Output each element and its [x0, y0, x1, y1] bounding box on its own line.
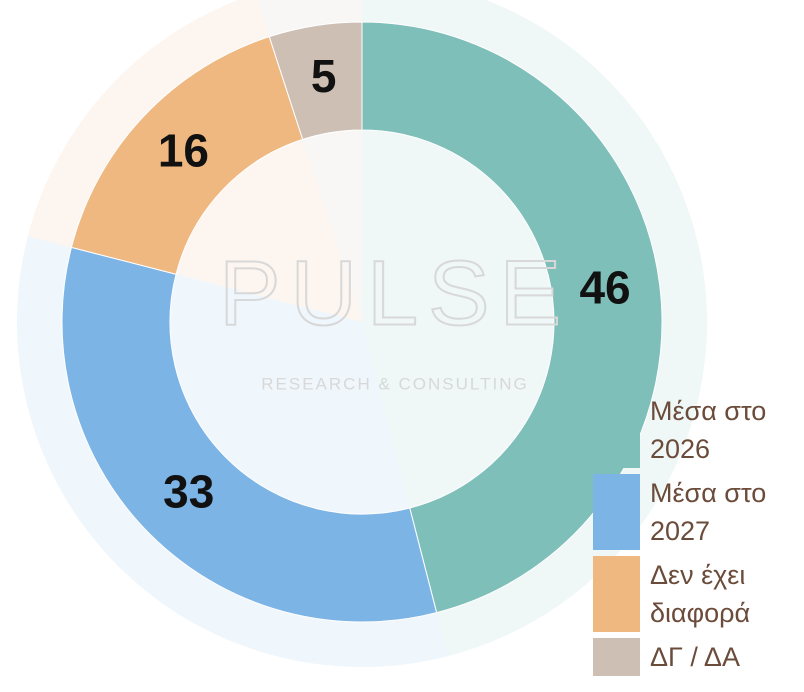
legend-item: Δεν έχει διαφορά: [593, 556, 800, 632]
legend-swatch: [593, 474, 640, 550]
value-label: 33: [163, 465, 214, 517]
legend-label: Μέσα στο 2026: [650, 396, 767, 464]
ring: [61, 21, 663, 623]
legend-label: ΔΓ / ΔΑ: [650, 642, 740, 672]
watermark-subtitle: RESEARCH & CONSULTING: [261, 374, 528, 393]
donut-segment: [361, 21, 663, 614]
legend-swatch: [593, 556, 640, 632]
legend-item: Μέσα στο 2026: [593, 392, 800, 468]
legend: Μέσα στο 2026 Μέσα στο 2027 Δεν έχει διαφο…: [593, 392, 800, 682]
legend-swatch: [593, 392, 640, 468]
value-label: 16: [158, 124, 209, 176]
legend-label: Δεν έχει διαφορά: [650, 560, 751, 628]
value-labels: 46 33 16 5: [158, 50, 631, 517]
value-label: 5: [311, 50, 337, 102]
legend-label: Μέσα στο 2027: [650, 478, 767, 546]
donut-segment: [268, 21, 363, 141]
donut-segment: [61, 246, 438, 623]
legend-item: ΔΓ / ΔΑ: [593, 638, 800, 676]
watermark-title: PULSE: [219, 242, 571, 344]
value-label: 46: [579, 261, 630, 313]
legend-swatch: [593, 638, 640, 676]
legend-item: Μέσα στο 2027: [593, 474, 800, 550]
